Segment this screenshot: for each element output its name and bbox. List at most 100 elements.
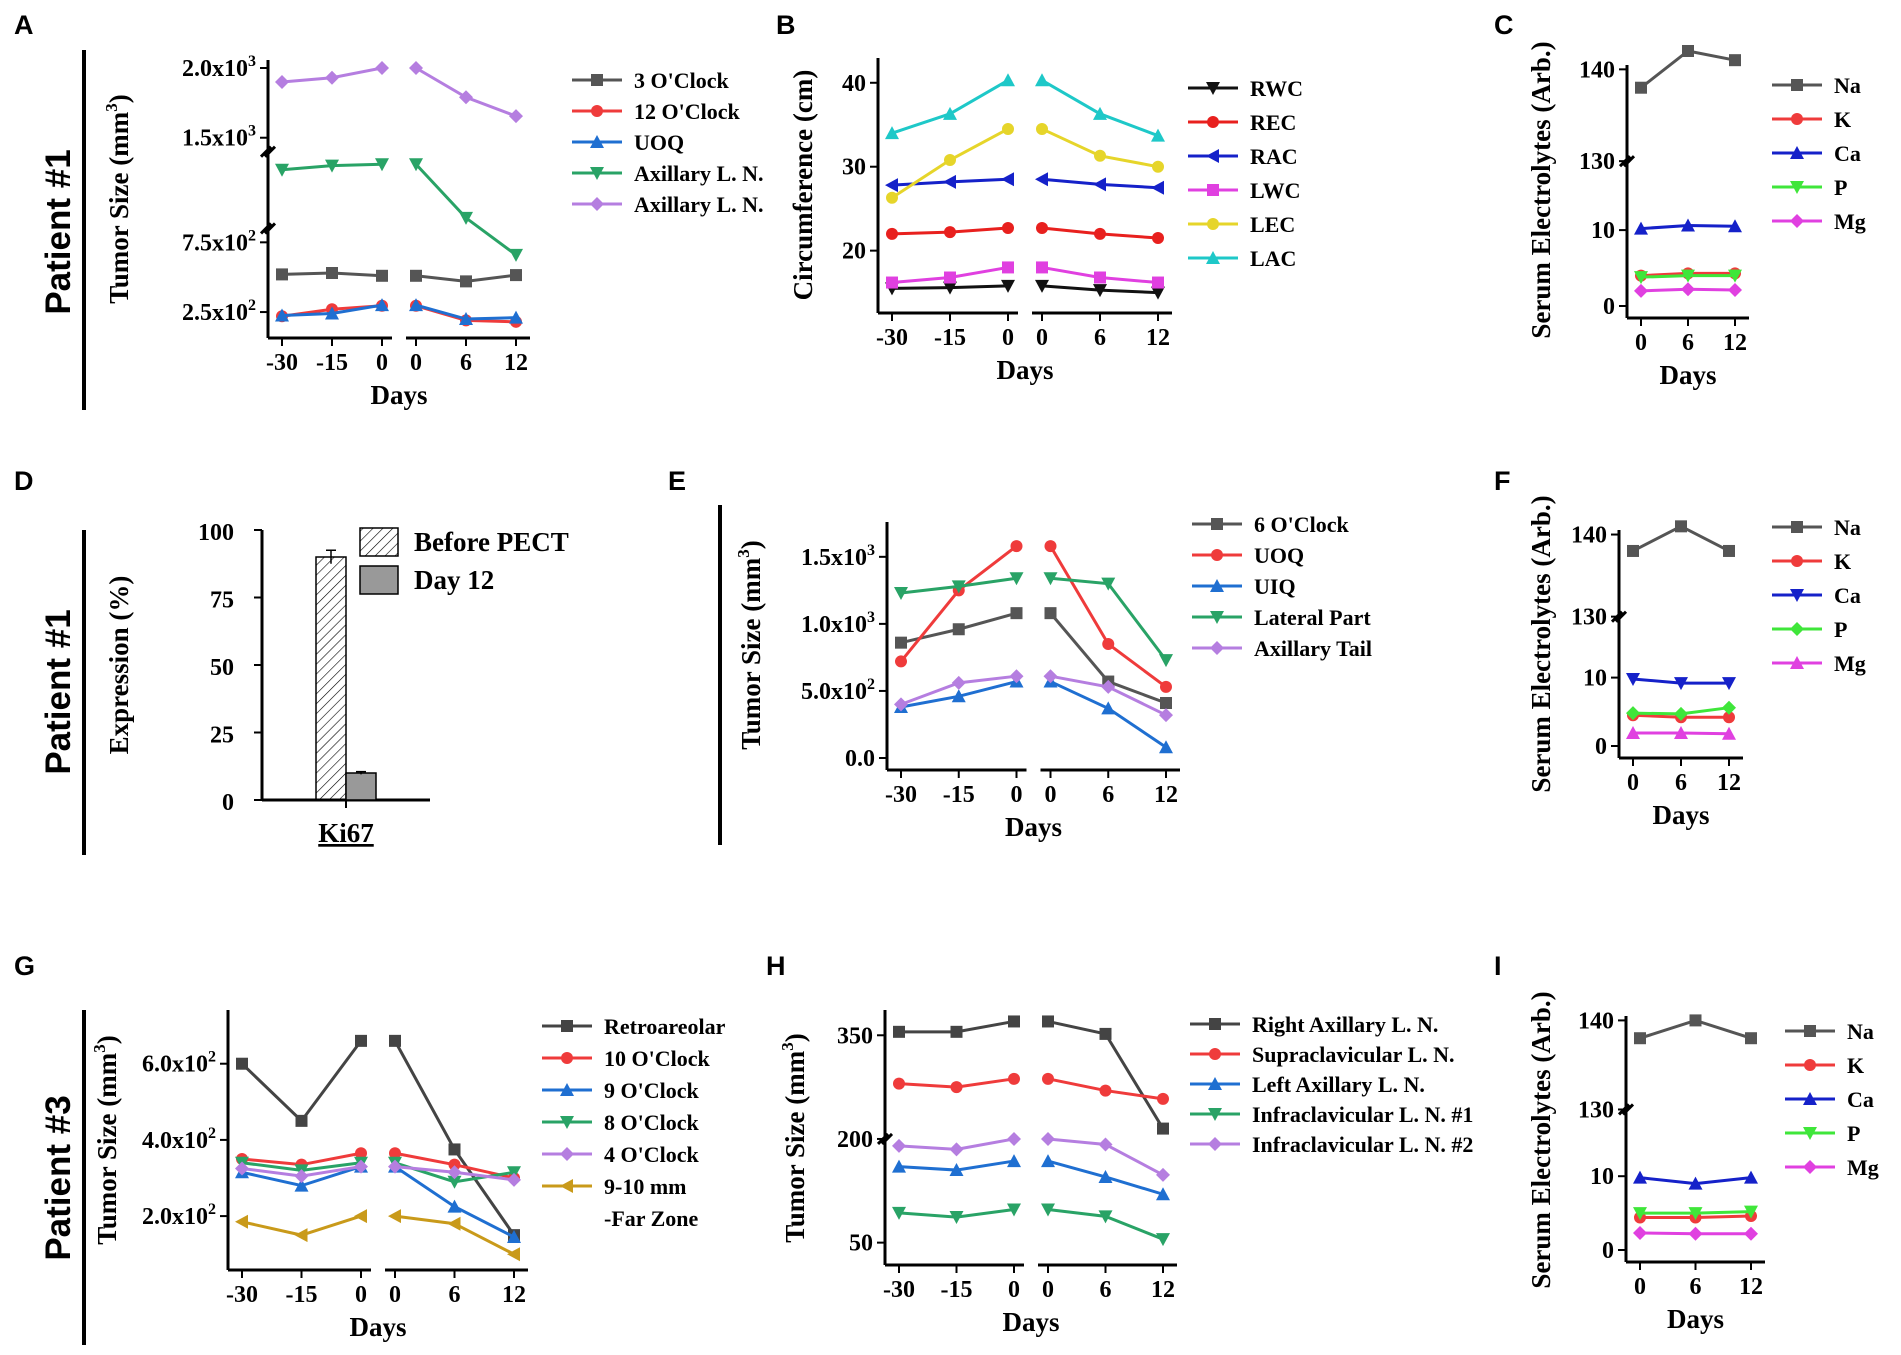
panel-B-series-5-point	[1151, 128, 1165, 142]
panel-I-legend-marker-4	[1803, 1160, 1817, 1174]
panel-C-xtick-label: 12	[1723, 330, 1747, 356]
panel-H-legend-label-0: Right Axillary L. N.	[1252, 1012, 1438, 1037]
panel-I-legend-label-4: Mg	[1847, 1155, 1879, 1180]
panel-I-legend-label-1: K	[1847, 1053, 1864, 1078]
panel-C-legend-marker-1	[1791, 113, 1803, 125]
panel-G-series-3-point	[507, 1166, 521, 1180]
panel-H-series-2-point	[892, 1159, 906, 1173]
panel-A-ytick-label: 1.5x103	[182, 123, 256, 152]
panel-E-legend-marker-1	[1211, 549, 1223, 561]
panel-A-ytick-label: 2.5x102	[182, 297, 256, 326]
panel-E-series-4-point	[1159, 708, 1173, 723]
panel-B-x-title: Days	[996, 355, 1053, 385]
panel-C-series-0-point	[1682, 44, 1694, 57]
panel-d-ytick-label: 0	[222, 790, 234, 816]
panel-c-tag: C	[1494, 10, 1514, 40]
panel-E-xtick-label: -30	[885, 782, 917, 808]
panel-A-series-4-point	[375, 61, 389, 75]
panel-A-series-2-point	[275, 308, 289, 322]
panel-B-series-4-point	[944, 154, 956, 166]
panel-G-legend-label-2: 9 O'Clock	[604, 1078, 699, 1103]
panel-E-series-3-point	[1043, 572, 1058, 586]
panel-B-series-1-point	[944, 226, 956, 239]
panel-I-series-0-point	[1634, 1032, 1646, 1045]
panel-B-series-5-point	[1093, 106, 1107, 120]
panel-F-series-2-point	[1722, 677, 1736, 691]
panel-a-tag: A	[14, 10, 34, 40]
panel-I-legend-label-0: Na	[1847, 1019, 1874, 1044]
panel-E-xtick-label: 0	[1011, 782, 1023, 808]
panel-B-series-2-point	[1093, 177, 1106, 192]
panel-C-series-2-point	[1728, 219, 1742, 233]
panel-B-series-4-point	[1036, 122, 1048, 135]
panel-A-ytick-label: 7.5x102	[182, 227, 256, 256]
panel-B-xtick-label: 0	[1002, 325, 1014, 351]
panel-G-series-0-point	[389, 1034, 401, 1047]
panel-G-xtick-label: 6	[449, 1282, 461, 1308]
panel-H-series-2-point	[1098, 1169, 1113, 1183]
panel-B-series-2-point	[1035, 172, 1048, 187]
panel-E-series-2-point	[1159, 740, 1173, 754]
panel-C-xtick-label: 6	[1682, 330, 1694, 356]
panel-G-series-4-point	[507, 1172, 521, 1187]
panel-G-series-3-point	[447, 1175, 462, 1189]
panel-G-ytick-label: 4.0x102	[142, 1125, 216, 1154]
panel-B-series-1-point	[1152, 232, 1164, 245]
panel-G-series-5-point	[388, 1209, 401, 1224]
panel-B-ytick-label: 30	[842, 155, 866, 181]
panel-B-series-4-point	[1152, 160, 1164, 173]
panel-H-legend-marker-0	[1209, 1018, 1221, 1030]
panel-C-legend-marker-2	[1790, 146, 1804, 159]
panel-B-legend-marker-0	[1206, 82, 1220, 95]
panel-A-series-4-point	[325, 70, 339, 85]
panel-F-legend-marker-2	[1790, 589, 1804, 602]
panel-F-series-0-point	[1723, 544, 1735, 557]
panel-h-tag: H	[766, 951, 786, 981]
panel-E-series-4-point	[1009, 669, 1024, 684]
panel-G-legend-label-4: 4 O'Clock	[604, 1142, 699, 1167]
panel-d-bar-1	[345, 772, 377, 801]
panel-A-series-2-point	[325, 306, 339, 320]
panel-E-series-1-point	[1102, 638, 1115, 650]
panel-B-series-2-point	[1151, 180, 1164, 195]
panel-I-legend-marker-1	[1804, 1059, 1816, 1071]
panel-E-series-0-point	[1044, 607, 1057, 620]
panel-H-series-1-point	[1099, 1084, 1112, 1097]
panel-C-ytick-label: 0	[1603, 294, 1615, 320]
panel-A-legend-label-0: 3 O'Clock	[634, 68, 729, 93]
panel-B-xtick-label: 12	[1146, 325, 1170, 351]
panel-F-series-2-point	[1626, 672, 1640, 686]
panel-A-ytick-label: 2.0x103	[182, 53, 256, 82]
panel-E-series-3-point	[951, 580, 966, 594]
panel-H-series-1-point	[1008, 1072, 1020, 1085]
panel-d-tag: D	[14, 466, 34, 496]
panel-h: H -30 -15 0 0 6 12 50 200 350 Days Tumor Size (mm3)…	[766, 951, 1473, 1337]
panel-G-legend-label-5: -Far Zone	[604, 1206, 699, 1231]
panel-B-series-5-point	[885, 126, 899, 140]
panel-B-legend-label-3: LWC	[1250, 178, 1301, 203]
panel-H-legend-marker-3	[1208, 1108, 1222, 1121]
panel-H-xtick-label: 0	[1042, 1277, 1054, 1303]
panel-B-series-1-point	[1036, 221, 1048, 234]
panel-E-legend-marker-0	[1211, 518, 1223, 530]
panel-G-series-4-point	[388, 1159, 402, 1174]
panel-d-ytick-label: 50	[210, 655, 234, 681]
panels: A-30 -15 0 0 6 122.5x1027.5x1021.5x1032.0x103…	[14, 10, 1879, 1342]
panel-G-series-5-point	[447, 1216, 461, 1231]
panel-F-y-title: Serum Electrolytes (Arb.)	[1526, 495, 1556, 792]
panel-B-series-0-point	[1035, 279, 1049, 293]
panel-G-ytick-label: 6.0x102	[142, 1049, 216, 1078]
panel-I-ytick-label: 130	[1578, 1097, 1614, 1123]
panel-I-legend-marker-3	[1803, 1127, 1817, 1140]
row-3-patient-label: Patient #3	[39, 1095, 78, 1260]
panel-I-legend-marker-0	[1804, 1025, 1816, 1037]
panel-a: A -30 -15 0 0 6 12 2.5x102 7.5x102 1.5x103 2.0x103…	[14, 10, 764, 410]
panel-A-legend-label-2: UOQ	[634, 130, 684, 155]
panel-G-series-4-point	[235, 1161, 249, 1176]
panel-B-legend-label-4: LEC	[1250, 212, 1295, 237]
panel-F-xtick-label: 6	[1675, 770, 1687, 796]
panel-H-axis-break	[876, 1132, 894, 1146]
panel-H-xtick-label: -30	[883, 1277, 915, 1303]
panel-E-xtick-label: 0	[1045, 782, 1057, 808]
panel-F-series-0-point	[1675, 520, 1687, 533]
